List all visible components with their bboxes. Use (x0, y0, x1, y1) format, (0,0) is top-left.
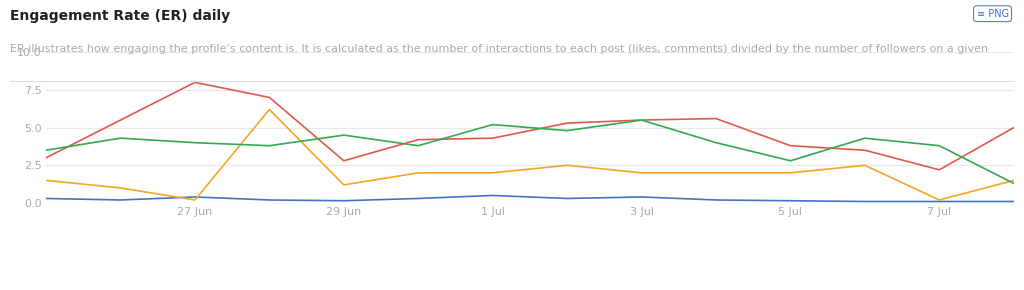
Legend: bareminerals, FENTY BEAUTY BY RIHANNA, Glossier, milkmakeup: bareminerals, FENTY BEAUTY BY RIHANNA, G… (269, 287, 791, 290)
Text: ER illustrates how engaging the profile’s content is. It is calculated as the nu: ER illustrates how engaging the profile’… (10, 44, 988, 53)
Text: Engagement Rate (ER) daily: Engagement Rate (ER) daily (10, 9, 230, 23)
Text: ≡ PNG: ≡ PNG (977, 9, 1009, 19)
